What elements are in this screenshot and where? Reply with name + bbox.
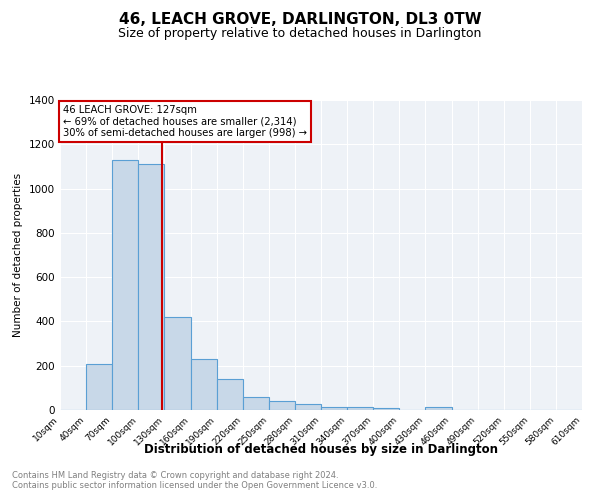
Text: 46, LEACH GROVE, DARLINGTON, DL3 0TW: 46, LEACH GROVE, DARLINGTON, DL3 0TW (119, 12, 481, 28)
Bar (295, 404, 321, 410)
Bar (321, 406, 347, 410)
Text: Contains HM Land Registry data © Crown copyright and database right 2024.: Contains HM Land Registry data © Crown c… (12, 470, 338, 480)
Y-axis label: Number of detached properties: Number of detached properties (13, 173, 23, 337)
Bar (139, 164, 164, 410)
Bar (347, 406, 373, 410)
Bar (373, 408, 400, 410)
Text: Contains public sector information licensed under the Open Government Licence v3: Contains public sector information licen… (12, 480, 377, 490)
Bar (164, 317, 191, 410)
Bar (269, 401, 295, 410)
Text: Size of property relative to detached houses in Darlington: Size of property relative to detached ho… (118, 28, 482, 40)
Text: Distribution of detached houses by size in Darlington: Distribution of detached houses by size … (144, 442, 498, 456)
Bar (217, 379, 243, 410)
Text: 46 LEACH GROVE: 127sqm
← 69% of detached houses are smaller (2,314)
30% of semi-: 46 LEACH GROVE: 127sqm ← 69% of detached… (62, 104, 307, 138)
Bar (425, 406, 452, 410)
Bar (112, 160, 139, 410)
Bar (191, 359, 217, 410)
Bar (86, 364, 112, 410)
Bar (243, 396, 269, 410)
